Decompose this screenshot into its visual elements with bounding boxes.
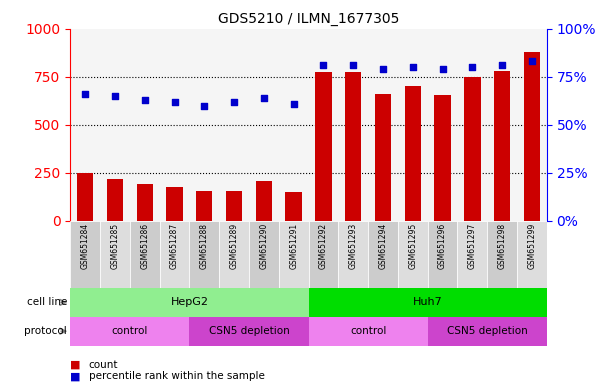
Point (497, 62, 507, 68)
Bar (375, 94, 391, 221)
Point (408, 64, 418, 70)
Text: HepG2: HepG2 (170, 297, 208, 308)
Bar (166, 187, 183, 221)
Bar (279, 221, 309, 288)
Bar (309, 288, 547, 317)
Bar (249, 221, 279, 288)
Text: GSM651296: GSM651296 (438, 223, 447, 269)
Bar (368, 221, 398, 288)
Bar (524, 52, 540, 221)
Bar (196, 191, 213, 221)
Bar (309, 221, 338, 288)
Point (259, 95, 269, 101)
Text: GSM651293: GSM651293 (349, 223, 357, 269)
Title: GDS5210 / ILMN_1677305: GDS5210 / ILMN_1677305 (218, 12, 399, 26)
Bar (345, 72, 362, 221)
Text: count: count (89, 360, 118, 370)
Bar (428, 221, 458, 288)
Bar (130, 221, 159, 288)
Text: GSM651299: GSM651299 (527, 223, 536, 269)
Text: GSM651285: GSM651285 (111, 223, 119, 269)
Point (348, 62, 358, 68)
Bar (315, 72, 332, 221)
Bar (189, 221, 219, 288)
Point (80, 91, 90, 97)
Text: GSM651288: GSM651288 (200, 223, 209, 269)
Bar (458, 221, 488, 288)
Text: protocol: protocol (24, 326, 67, 336)
Text: GSM651297: GSM651297 (468, 223, 477, 269)
Text: control: control (350, 326, 386, 336)
Point (437, 66, 447, 72)
Text: GSM651295: GSM651295 (408, 223, 417, 269)
Bar (428, 317, 547, 346)
Point (110, 93, 120, 99)
Text: GSM651289: GSM651289 (230, 223, 238, 269)
Bar (107, 179, 123, 221)
Bar (517, 221, 547, 288)
Text: GSM651290: GSM651290 (260, 223, 268, 269)
Bar (488, 221, 517, 288)
Text: GSM651298: GSM651298 (498, 223, 507, 269)
Text: CSN5 depletion: CSN5 depletion (447, 326, 528, 336)
Bar (434, 95, 451, 221)
Bar (70, 288, 309, 317)
Bar (494, 71, 510, 221)
Text: GSM651291: GSM651291 (289, 223, 298, 269)
Text: GSM651286: GSM651286 (141, 223, 149, 269)
Bar (309, 317, 428, 346)
Bar (398, 221, 428, 288)
Bar (70, 317, 189, 346)
Text: GSM651294: GSM651294 (379, 223, 387, 269)
Text: GSM651287: GSM651287 (170, 223, 179, 269)
Bar (136, 184, 153, 221)
Text: CSN5 depletion: CSN5 depletion (208, 326, 290, 336)
Point (527, 58, 537, 65)
Point (318, 62, 328, 68)
Text: ■: ■ (70, 371, 81, 381)
Point (199, 103, 209, 109)
Text: control: control (112, 326, 148, 336)
Text: cell line: cell line (27, 297, 67, 308)
Bar (255, 182, 272, 221)
Text: ■: ■ (70, 360, 81, 370)
Bar (189, 317, 309, 346)
Bar (100, 221, 130, 288)
Bar (77, 173, 93, 221)
Point (170, 99, 180, 105)
Point (289, 101, 299, 107)
Bar (159, 221, 189, 288)
Point (229, 99, 239, 105)
Text: GSM651284: GSM651284 (81, 223, 90, 269)
Point (140, 97, 150, 103)
Text: Huh7: Huh7 (413, 297, 442, 308)
Text: GSM651292: GSM651292 (319, 223, 328, 269)
Bar (464, 77, 481, 221)
Bar (226, 191, 243, 221)
Point (467, 64, 477, 70)
Bar (285, 192, 302, 221)
Bar (338, 221, 368, 288)
Bar (219, 221, 249, 288)
Bar (404, 86, 421, 221)
Text: percentile rank within the sample: percentile rank within the sample (89, 371, 265, 381)
Point (378, 66, 388, 72)
Bar (70, 221, 100, 288)
